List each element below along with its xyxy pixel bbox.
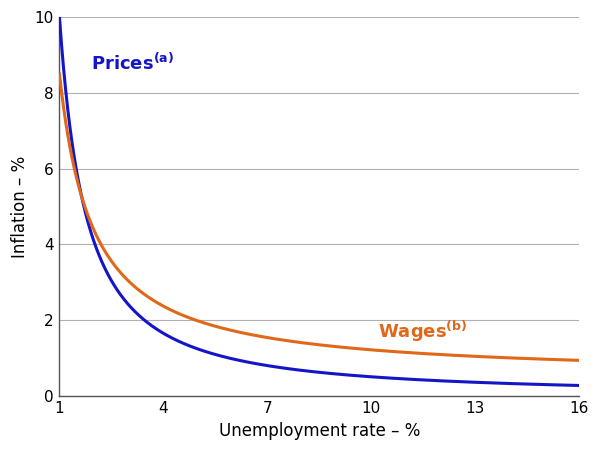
X-axis label: Unemployment rate – %: Unemployment rate – %: [218, 422, 420, 440]
Text: Wages$^{\mathregular{(b)}}$: Wages$^{\mathregular{(b)}}$: [378, 319, 468, 345]
Text: Prices$^{\mathregular{(a)}}$: Prices$^{\mathregular{(a)}}$: [91, 53, 173, 74]
Y-axis label: Inflation – %: Inflation – %: [11, 155, 29, 258]
